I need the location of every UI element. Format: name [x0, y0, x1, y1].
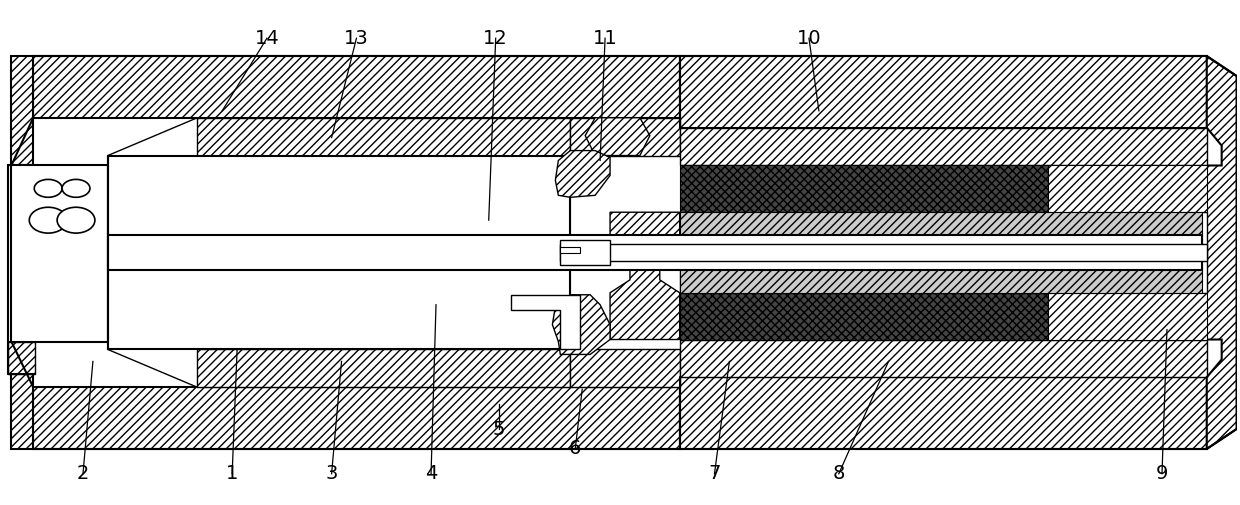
Text: 12: 12	[484, 29, 508, 47]
Polygon shape	[197, 349, 570, 387]
Ellipse shape	[57, 207, 95, 233]
Polygon shape	[680, 258, 1202, 293]
Text: 5: 5	[492, 420, 505, 438]
Text: 10: 10	[796, 29, 821, 47]
Text: 9: 9	[1156, 464, 1168, 483]
Polygon shape	[610, 212, 680, 339]
Polygon shape	[1207, 56, 1236, 449]
Polygon shape	[680, 56, 1207, 128]
Text: 2: 2	[77, 464, 89, 483]
Bar	[560, 244, 1207, 261]
Polygon shape	[511, 295, 580, 349]
Text: 3: 3	[325, 464, 337, 483]
Text: 11: 11	[593, 29, 618, 47]
Bar	[108, 156, 570, 349]
Polygon shape	[570, 118, 680, 156]
Polygon shape	[33, 56, 680, 118]
Bar	[560, 247, 580, 253]
Polygon shape	[11, 56, 33, 166]
Polygon shape	[1048, 293, 1207, 339]
Polygon shape	[680, 212, 1202, 247]
Bar	[9, 166, 108, 341]
Polygon shape	[197, 156, 570, 349]
Bar	[9, 341, 35, 374]
Polygon shape	[570, 349, 680, 387]
Text: 1: 1	[226, 464, 238, 483]
Text: 7: 7	[708, 464, 720, 483]
Ellipse shape	[35, 179, 62, 197]
Polygon shape	[585, 118, 650, 156]
Text: 13: 13	[343, 29, 368, 47]
Polygon shape	[680, 128, 1207, 166]
Text: 4: 4	[425, 464, 438, 483]
Text: 6: 6	[569, 439, 582, 459]
Polygon shape	[33, 387, 680, 449]
Polygon shape	[560, 240, 610, 265]
Bar	[680, 247, 1202, 258]
Bar	[108, 235, 1202, 270]
Polygon shape	[552, 295, 610, 355]
Polygon shape	[680, 339, 1207, 377]
Polygon shape	[680, 377, 1207, 449]
Text: 8: 8	[832, 464, 844, 483]
Polygon shape	[680, 166, 1048, 212]
Polygon shape	[1048, 166, 1207, 212]
Polygon shape	[556, 150, 610, 197]
Polygon shape	[197, 118, 570, 156]
Ellipse shape	[30, 207, 67, 233]
Polygon shape	[680, 293, 1048, 339]
Text: 14: 14	[254, 29, 279, 47]
Ellipse shape	[62, 179, 91, 197]
Bar	[680, 212, 1207, 293]
Polygon shape	[11, 341, 33, 449]
